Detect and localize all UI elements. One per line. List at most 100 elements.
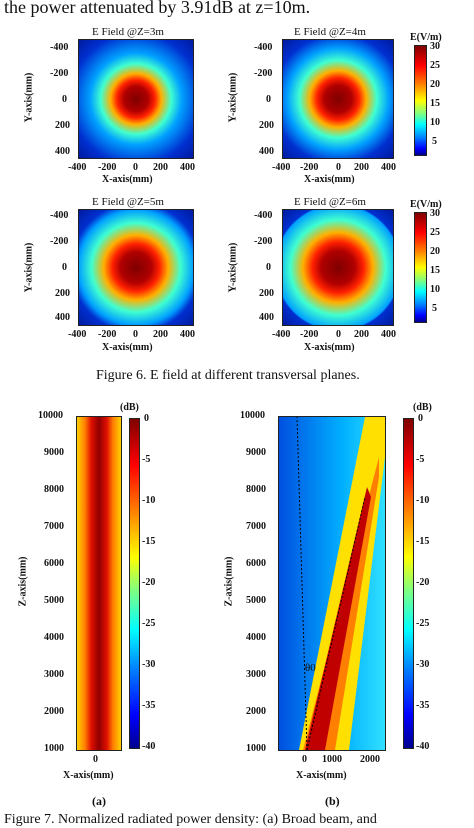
colorbar-tick: 30 bbox=[430, 208, 440, 219]
x-tick-label: -200 bbox=[300, 329, 319, 340]
x-tick-label: 0 bbox=[336, 162, 341, 173]
y-tick-label: 200 bbox=[55, 120, 70, 131]
y-tick-label: 0 bbox=[62, 262, 67, 273]
colorbar bbox=[414, 45, 427, 156]
z-axis-label: Z-axis(mm) bbox=[17, 556, 29, 607]
colorbar bbox=[403, 418, 414, 749]
z-tick-label: 9000 bbox=[246, 447, 266, 458]
y-tick-label: -400 bbox=[254, 210, 273, 221]
reference-axis-line bbox=[296, 417, 308, 750]
y-axis-label: Y-axis(mm) bbox=[227, 242, 239, 293]
x-tick-label: 400 bbox=[180, 329, 195, 340]
colorbar-tick: -10 bbox=[416, 495, 430, 506]
fig6-panel-title: E Field @Z=4m bbox=[294, 26, 366, 38]
beam-outer bbox=[299, 417, 385, 750]
z-tick-label: 10000 bbox=[240, 410, 265, 421]
colorbar bbox=[129, 418, 140, 749]
y-tick-label: 200 bbox=[55, 288, 70, 299]
x-tick-label: 0 bbox=[93, 754, 98, 765]
colorbar-tick: -5 bbox=[142, 454, 151, 465]
x-axis-label: X-axis(mm) bbox=[296, 770, 347, 781]
fig7a-beam-map bbox=[76, 416, 122, 751]
colorbar-tick: -40 bbox=[142, 741, 156, 752]
colorbar-tick: 20 bbox=[430, 79, 440, 90]
fig7b-beam-map bbox=[278, 416, 386, 751]
fig6-heatmap-z5 bbox=[78, 209, 194, 326]
y-tick-label: 0 bbox=[266, 94, 271, 105]
x-tick-label: 2000 bbox=[360, 754, 380, 765]
y-tick-label: -200 bbox=[50, 236, 69, 247]
colorbar-tick: -20 bbox=[416, 577, 430, 588]
figure-6-caption: Figure 6. E field at different transvers… bbox=[96, 368, 360, 383]
z-tick-label: 6000 bbox=[246, 558, 266, 569]
panel-b-label: (b) bbox=[325, 794, 340, 808]
beam-overlay bbox=[296, 417, 385, 750]
y-tick-label: 0 bbox=[62, 94, 67, 105]
x-axis-label: X-axis(mm) bbox=[304, 174, 355, 185]
x-tick-label: 200 bbox=[354, 162, 369, 173]
colorbar-tick: 10 bbox=[430, 284, 440, 295]
z-tick-label: 8000 bbox=[44, 484, 64, 495]
x-tick-label: -400 bbox=[68, 162, 87, 173]
y-tick-label: 400 bbox=[259, 312, 274, 323]
z-tick-label: 3000 bbox=[44, 669, 64, 680]
colorbar-tick: -15 bbox=[416, 536, 430, 547]
colorbar-unit: (dB) bbox=[120, 402, 139, 413]
x-axis-label: X-axis(mm) bbox=[63, 770, 114, 781]
y-axis-label: Y-axis(mm) bbox=[23, 72, 35, 123]
z-tick-label: 1000 bbox=[44, 743, 64, 754]
y-tick-label: -400 bbox=[50, 42, 69, 53]
z-tick-label: 7000 bbox=[246, 521, 266, 532]
colorbar-tick: 5 bbox=[432, 303, 437, 314]
y-tick-label: 400 bbox=[55, 146, 70, 157]
colorbar-tick: -5 bbox=[416, 454, 425, 465]
colorbar-tick: -20 bbox=[142, 577, 156, 588]
colorbar-tick: 0 bbox=[144, 413, 149, 424]
z-tick-label: 2000 bbox=[246, 706, 266, 717]
z-tick-label: 4000 bbox=[246, 632, 266, 643]
beam-direction-line bbox=[306, 496, 366, 750]
colorbar-tick: -35 bbox=[142, 700, 156, 711]
panel-a-label: (a) bbox=[92, 794, 106, 808]
z-tick-label: 7000 bbox=[44, 521, 64, 532]
colorbar-tick: -35 bbox=[416, 700, 430, 711]
z-tick-label: 3000 bbox=[246, 669, 266, 680]
beam-core bbox=[305, 487, 371, 750]
z-tick-label: 4000 bbox=[44, 632, 64, 643]
z-tick-label: 8000 bbox=[246, 484, 266, 495]
header-text: the power attenuated by 3.91dB at z=10m. bbox=[4, 0, 311, 17]
fig6-heatmap-z3 bbox=[78, 39, 194, 159]
z-tick-label: 10000 bbox=[38, 410, 63, 421]
x-tick-label: -400 bbox=[68, 329, 87, 340]
colorbar-tick: 25 bbox=[430, 60, 440, 71]
x-tick-label: 1000 bbox=[322, 754, 342, 765]
y-axis-label: Y-axis(mm) bbox=[23, 242, 35, 293]
x-tick-label: 0 bbox=[302, 754, 307, 765]
x-axis-label: X-axis(mm) bbox=[304, 342, 355, 353]
z-tick-label: 1000 bbox=[246, 743, 266, 754]
y-tick-label: -200 bbox=[50, 68, 69, 79]
y-tick-label: -400 bbox=[50, 210, 69, 221]
colorbar-tick: -25 bbox=[416, 618, 430, 629]
fig6-panel-title: E Field @Z=6m bbox=[294, 196, 366, 208]
z-tick-label: 5000 bbox=[246, 595, 266, 606]
colorbar-tick: -15 bbox=[142, 536, 156, 547]
x-tick-label: -400 bbox=[272, 162, 291, 173]
z-tick-label: 6000 bbox=[44, 558, 64, 569]
colorbar-tick: 0 bbox=[418, 413, 423, 424]
colorbar-tick: -30 bbox=[416, 659, 430, 670]
colorbar-tick: -25 bbox=[142, 618, 156, 629]
x-tick-label: 0 bbox=[336, 329, 341, 340]
x-tick-label: 200 bbox=[153, 162, 168, 173]
colorbar-tick: 25 bbox=[430, 227, 440, 238]
fig6-heatmap-z4 bbox=[282, 39, 394, 159]
y-tick-label: 200 bbox=[259, 120, 274, 131]
y-tick-label: -200 bbox=[254, 68, 273, 79]
colorbar-tick: 20 bbox=[430, 246, 440, 257]
colorbar-tick: 5 bbox=[432, 136, 437, 147]
x-tick-label: 200 bbox=[153, 329, 168, 340]
colorbar-tick: -10 bbox=[142, 495, 156, 506]
x-axis-label: X-axis(mm) bbox=[102, 174, 153, 185]
y-axis-label: Y-axis(mm) bbox=[227, 72, 239, 123]
colorbar-unit: E(V/m) bbox=[410, 32, 442, 43]
